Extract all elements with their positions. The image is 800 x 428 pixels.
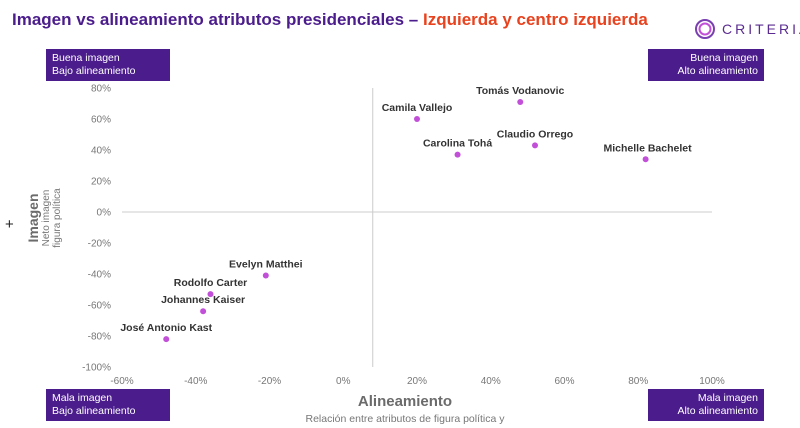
quadrant-line1: Mala imagen [52, 392, 113, 404]
point-label: Michelle Bachelet [604, 142, 693, 154]
point-label: Carolina Tohá [423, 138, 492, 150]
data-point [200, 308, 207, 315]
quadrant-line2: Alto alineamiento [677, 405, 758, 417]
x-tick-label: 40% [481, 376, 501, 387]
point-label: Tomás Vodanovic [476, 85, 564, 97]
x-tick-label: -20% [258, 376, 281, 387]
x-tick-label: 0% [336, 376, 351, 387]
quadrant-label-top-left: Buena imagen Bajo alineamiento [46, 49, 170, 81]
y-tick-label: -80% [88, 332, 111, 343]
data-point [207, 291, 214, 298]
y-tick-label: 40% [91, 146, 111, 157]
data-point [454, 151, 461, 158]
x-tick-label: 20% [407, 376, 427, 387]
quadrant-line2: Bajo alineamiento [52, 405, 136, 417]
point-label: Claudio Orrego [497, 128, 573, 140]
y-tick-label: -100% [82, 363, 111, 374]
quadrant-label-top-right: Buena imagen Alto alineamiento [648, 49, 764, 81]
x-axis-title: Alineamiento [357, 393, 453, 410]
x-tick-label: 60% [554, 376, 574, 387]
axes-group [122, 88, 712, 367]
criteria-logo-icon [695, 19, 715, 39]
y-tick-label: 60% [91, 115, 111, 126]
x-tick-label: -40% [184, 376, 207, 387]
x-axis-subtitle: Relación entre atributos de figura polít… [305, 413, 505, 425]
y-tick-label: -20% [88, 239, 111, 250]
data-point [262, 272, 269, 279]
chart-title: Imagen vs alineamiento atributos preside… [12, 10, 648, 30]
y-tick-label: -40% [88, 270, 111, 281]
quadrant-line1: Mala imagen [697, 392, 758, 404]
point-label: Rodolfo Carter [174, 277, 248, 289]
data-point [642, 156, 649, 163]
x-tick-label: 100% [699, 376, 725, 387]
data-point [163, 336, 170, 343]
ticks-group: 80% 60% 40% 20% 0% -20% -40% -60% -80% -100% -60% -… [82, 84, 725, 388]
quadrant-line1: Buena imagen [690, 52, 758, 64]
x-tick-label: 80% [628, 376, 648, 387]
side-marker: + [5, 216, 14, 233]
data-point [414, 116, 420, 122]
title-main: Imagen vs alineamiento atributos preside… [12, 10, 419, 29]
y-tick-label: 0% [97, 208, 112, 219]
criteria-logo: CRITERIA [694, 18, 800, 40]
quadrant-label-bottom-right: Mala imagen Alto alineamiento [648, 389, 764, 421]
y-tick-label: -60% [88, 301, 111, 312]
quadrant-label-bottom-left: Mala imagen Bajo alineamiento [46, 389, 170, 421]
point-label: Camila Vallejo [382, 102, 453, 114]
point-label: Evelyn Matthei [229, 259, 303, 271]
quadrant-line2: Alto alineamiento [677, 65, 758, 77]
y-tick-label: 20% [91, 177, 111, 188]
data-point [517, 98, 524, 105]
x-tick-label: -60% [110, 376, 133, 387]
y-tick-label: 80% [91, 84, 111, 95]
point-label: José Antonio Kast [120, 322, 212, 334]
points-group: Tomás Vodanovic Camila Vallejo Claudio Orr… [120, 85, 693, 343]
quadrant-line2: Bajo alineamiento [52, 65, 136, 77]
title-highlight: Izquierda y centro izquierda [423, 10, 648, 29]
quadrant-line1: Buena imagen [52, 52, 120, 64]
logo-text: CRITERIA [722, 21, 800, 37]
point-label: Johannes Kaiser [161, 294, 245, 306]
data-point [532, 142, 538, 149]
